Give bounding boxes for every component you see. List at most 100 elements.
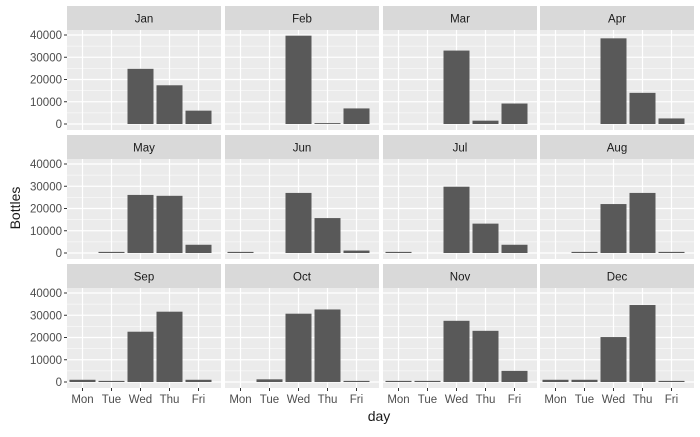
x-tick-label: Tue bbox=[102, 394, 121, 406]
bar-mon bbox=[542, 379, 569, 382]
facet-strip bbox=[540, 135, 694, 159]
x-tick-label: Tue bbox=[260, 394, 279, 406]
bar-thu bbox=[314, 123, 341, 124]
facet-panel-aug: Aug bbox=[540, 135, 694, 259]
bar-tue bbox=[414, 380, 441, 382]
facet-label: Nov bbox=[450, 272, 471, 284]
facet-panel-sep: Sep 0 10000 20000 30000 40000 Mon Tue Wed Thu Fri bbox=[30, 264, 221, 406]
facet-label: Jan bbox=[135, 14, 154, 26]
x-tick-label: Mon bbox=[229, 394, 251, 406]
y-tick-label: 20000 bbox=[30, 204, 62, 216]
bar-wed bbox=[600, 38, 627, 124]
facet-panel-jun: Jun bbox=[225, 135, 379, 259]
facet-panel-nov: Nov Mon Tue Wed Thu Fri bbox=[383, 264, 537, 406]
y-tick-label: 0 bbox=[56, 119, 62, 131]
facet-panel-mar: Mar bbox=[383, 6, 537, 130]
bar-thu bbox=[629, 192, 656, 253]
facet-panel-jul: Jul bbox=[383, 135, 537, 259]
y-axis-title: Bottles bbox=[7, 187, 23, 230]
x-tick-label: Mon bbox=[71, 394, 93, 406]
bar-thu bbox=[314, 218, 341, 253]
x-tick-label: Wed bbox=[287, 394, 310, 406]
bar-thu bbox=[472, 120, 499, 124]
bar-wed bbox=[127, 331, 154, 382]
y-tick-label: 0 bbox=[56, 377, 62, 389]
bar-thu bbox=[156, 85, 183, 124]
bar-thu bbox=[629, 305, 656, 382]
facet-panel-feb: Feb bbox=[225, 6, 379, 130]
bar-wed bbox=[285, 192, 312, 253]
facet-label: Oct bbox=[293, 272, 312, 284]
bar-wed bbox=[600, 337, 627, 382]
bar-tue bbox=[571, 379, 598, 382]
facet-strip bbox=[67, 135, 221, 159]
x-tick-label: Thu bbox=[160, 394, 180, 406]
facet-strip bbox=[383, 264, 537, 288]
facet-strip bbox=[67, 264, 221, 288]
facet-strip bbox=[383, 6, 537, 30]
x-tick-label: Wed bbox=[445, 394, 468, 406]
y-tick-label: 30000 bbox=[30, 52, 62, 64]
facet-panel-dec: Dec Mon Tue Wed Thu Fri bbox=[540, 264, 694, 406]
bar-wed bbox=[443, 186, 470, 253]
facet-label: May bbox=[133, 143, 155, 155]
x-axis-title: day bbox=[368, 408, 391, 424]
facet-label: Dec bbox=[607, 272, 628, 284]
facet-panel-oct: Oct Mon Tue Wed Thu Fri bbox=[225, 264, 379, 406]
x-tick-label: Fri bbox=[508, 394, 521, 406]
facet-strip bbox=[540, 264, 694, 288]
bar-fri bbox=[658, 118, 685, 124]
bar-tue bbox=[98, 380, 125, 382]
x-tick-label: Fri bbox=[665, 394, 678, 406]
bar-fri bbox=[658, 251, 685, 253]
bar-tue bbox=[98, 251, 125, 253]
x-tick-label: Fri bbox=[192, 394, 205, 406]
facet-strip bbox=[225, 264, 379, 288]
y-tick-label: 10000 bbox=[30, 355, 62, 367]
bar-fri bbox=[185, 110, 212, 124]
y-tick-label: 30000 bbox=[30, 310, 62, 322]
bar-mon bbox=[385, 251, 412, 253]
y-tick-label: 0 bbox=[56, 248, 62, 260]
bar-fri bbox=[343, 108, 370, 124]
y-tick-label: 20000 bbox=[30, 333, 62, 345]
x-tick-label: Tue bbox=[418, 394, 437, 406]
bar-thu bbox=[472, 223, 499, 253]
bar-fri bbox=[343, 250, 370, 253]
x-tick-label: Wed bbox=[602, 394, 625, 406]
bar-fri bbox=[658, 380, 685, 382]
y-tick-label: 40000 bbox=[30, 288, 62, 300]
facet-panel-may: May 0 10000 20000 30000 40000 bbox=[30, 135, 221, 260]
facet-label: Jun bbox=[293, 143, 312, 155]
bar-mon bbox=[385, 380, 412, 382]
x-tick-label: Fri bbox=[350, 394, 363, 406]
bar-fri bbox=[501, 244, 528, 253]
bar-tue bbox=[571, 251, 598, 253]
facet-label: Aug bbox=[607, 143, 627, 155]
bar-wed bbox=[285, 313, 312, 382]
bar-thu bbox=[156, 195, 183, 253]
bar-mon bbox=[69, 379, 96, 382]
bar-thu bbox=[156, 311, 183, 382]
bar-wed bbox=[127, 194, 154, 253]
x-tick-label: Wed bbox=[129, 394, 152, 406]
facet-strip bbox=[225, 135, 379, 159]
bar-wed bbox=[600, 204, 627, 253]
x-tick-label: Thu bbox=[318, 394, 338, 406]
bar-fri bbox=[501, 103, 528, 124]
y-tick-label: 40000 bbox=[30, 159, 62, 171]
bar-wed bbox=[127, 68, 154, 124]
facet-strip bbox=[67, 6, 221, 30]
facet-label: Jul bbox=[453, 143, 468, 155]
bar-wed bbox=[443, 50, 470, 125]
facet-label: Sep bbox=[134, 272, 154, 284]
y-tick-label: 10000 bbox=[30, 97, 62, 109]
bar-wed bbox=[285, 35, 312, 125]
x-tick-label: Mon bbox=[544, 394, 566, 406]
x-tick-label: Thu bbox=[476, 394, 496, 406]
bar-tue bbox=[256, 379, 283, 382]
facet-label: Mar bbox=[450, 14, 470, 26]
bar-wed bbox=[443, 320, 470, 382]
